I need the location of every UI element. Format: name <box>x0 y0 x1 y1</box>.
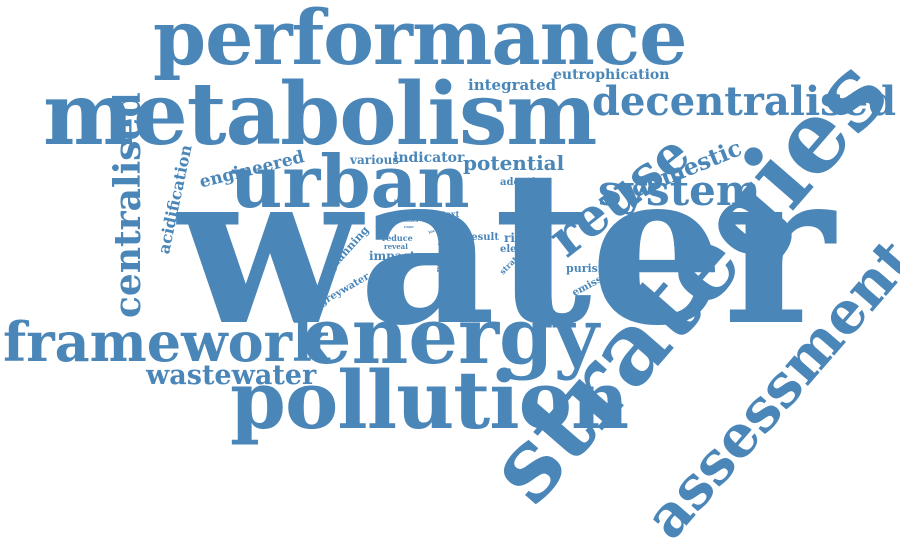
word-performance: performance <box>153 0 688 82</box>
word-context: context <box>426 209 460 219</box>
word-case: case <box>404 224 414 229</box>
word-urban: urban <box>230 139 470 224</box>
word-adoption: adoption <box>500 177 550 188</box>
word-use: use <box>444 225 452 230</box>
word-eutrophication: eutrophication <box>553 67 670 83</box>
word-indicator: indicator <box>393 150 465 166</box>
word-best: best <box>394 199 406 205</box>
word-study: study <box>446 267 468 276</box>
word-various: various <box>350 153 400 167</box>
word-decentralised: decentralised <box>592 78 897 125</box>
word-reduce: reduce <box>382 233 413 243</box>
word-framework: framework <box>3 310 330 374</box>
word-pollution: pollution <box>230 353 629 447</box>
word-element: element <box>500 244 546 255</box>
word-potential: potential <box>463 151 565 175</box>
word-metabolism: metabolism <box>43 64 597 165</box>
word-wastewater: wastewater <box>146 360 317 391</box>
word-centralised: centralised <box>107 92 149 318</box>
word-result: result <box>466 232 499 243</box>
word-water: water <box>178 123 834 372</box>
word-purisima: purisima <box>566 262 621 275</box>
word-cities: cities <box>403 218 419 224</box>
word-integrated: integrated <box>468 76 557 94</box>
word-energy: energy <box>302 291 599 382</box>
word-reveal: reveal <box>384 242 408 251</box>
word-system: system <box>598 166 761 215</box>
word-impact: impact <box>369 249 416 263</box>
word-rincon: rincon <box>504 231 548 245</box>
